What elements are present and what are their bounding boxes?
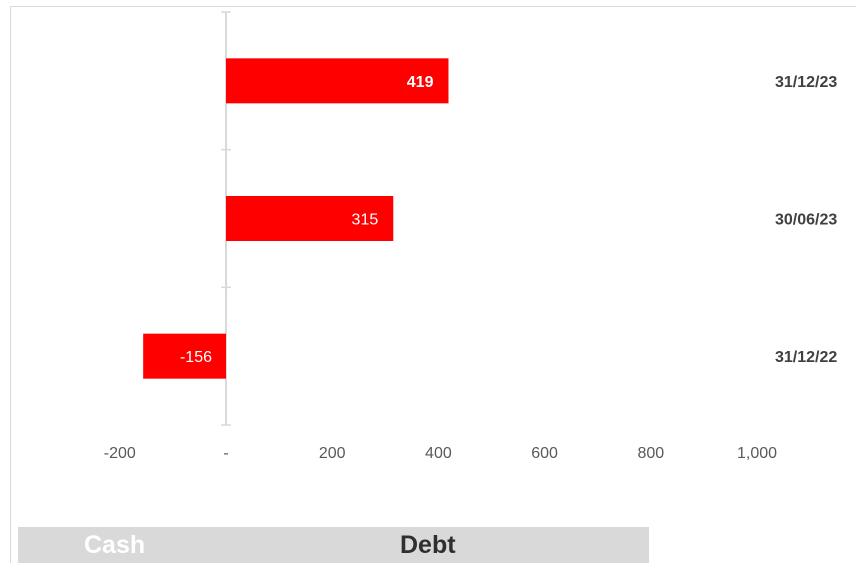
data-label-3: -156 [180, 349, 212, 366]
footer-cash-label: Cash [84, 531, 146, 559]
x-tick-label-7: 1,000 [737, 445, 777, 462]
data-label-2: 315 [352, 212, 379, 229]
category-label-2: 30/06/23 [775, 212, 837, 229]
bar-3 [143, 333, 226, 379]
bars-layer [143, 58, 449, 379]
x-tick-label-5: 600 [531, 445, 558, 462]
category-label-3: 31/12/22 [775, 349, 837, 366]
footer-band [18, 527, 649, 563]
x-tick-label-2: - [223, 445, 228, 462]
x-tick-label-6: 800 [637, 445, 664, 462]
bar-1 [226, 58, 449, 104]
chart-frame [10, 6, 856, 563]
footer-debt-label: Debt [400, 531, 456, 559]
data-label-1: 419 [407, 74, 434, 91]
x-tick-label-1: -200 [104, 445, 136, 462]
x-tick-label-3: 200 [319, 445, 346, 462]
bar-2 [226, 196, 394, 241]
category-label-1: 31/12/23 [775, 74, 837, 91]
x-tick-label-4: 400 [425, 445, 452, 462]
